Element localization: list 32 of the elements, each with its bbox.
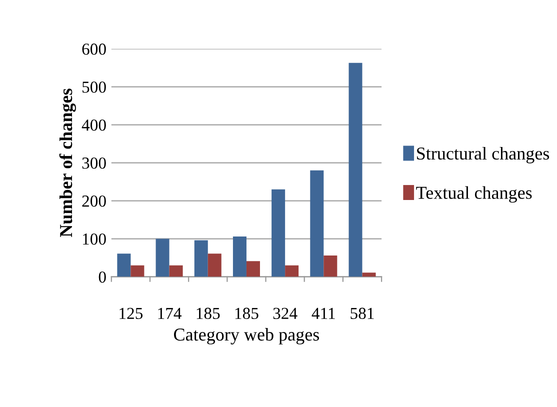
y-tick-label: 300 <box>82 158 106 169</box>
y-tick-label: 500 <box>82 82 106 93</box>
bar <box>324 255 338 277</box>
x-tick-label: 185 <box>196 308 220 320</box>
x-tick-label: 581 <box>350 308 374 320</box>
x-tick-label: 185 <box>235 308 258 320</box>
x-axis-title: Category web pages <box>174 328 320 344</box>
y-tick-label: 0 <box>98 271 106 283</box>
bar <box>169 265 183 277</box>
bar <box>272 189 286 277</box>
bar <box>310 170 324 277</box>
y-tick-label: 400 <box>82 120 106 131</box>
y-tick-label: 200 <box>82 195 106 207</box>
x-tick-label: 324 <box>273 308 298 320</box>
bar <box>246 261 260 277</box>
bar <box>285 265 299 277</box>
legend-label: Textual changes <box>416 186 532 203</box>
x-tick-label: 411 <box>312 308 335 319</box>
bar <box>208 254 222 277</box>
bar <box>348 62 362 277</box>
bar <box>117 254 131 277</box>
bar <box>156 238 170 277</box>
bar <box>194 240 208 277</box>
y-tick-label: 600 <box>82 44 106 55</box>
bar <box>130 265 144 277</box>
bar <box>362 272 376 277</box>
legend-label: Structural changes <box>417 146 550 164</box>
x-tick-label: 174 <box>158 308 182 319</box>
bar <box>232 236 246 277</box>
y-tick-label: 100 <box>83 233 106 245</box>
x-tick-label: 125 <box>120 308 143 320</box>
y-axis-title: Number of changes <box>59 88 76 238</box>
